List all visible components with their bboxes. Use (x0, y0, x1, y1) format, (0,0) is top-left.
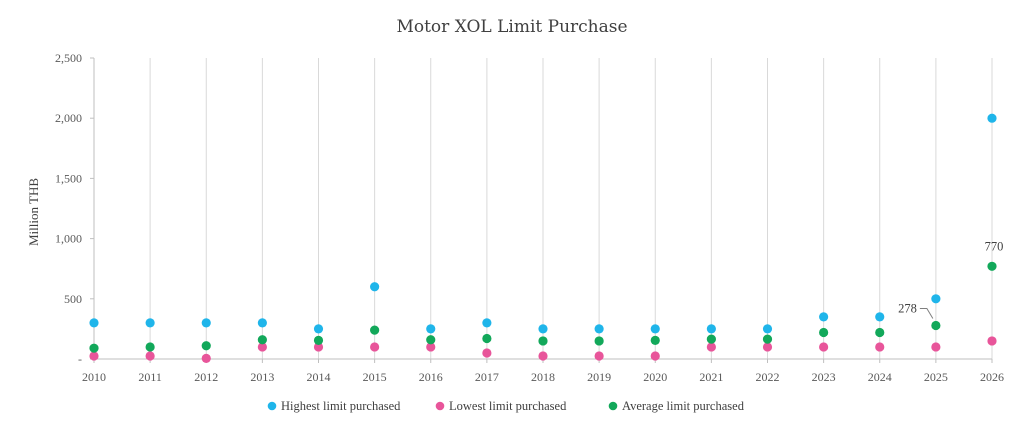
x-tick-label-2024: 2024 (868, 370, 892, 384)
highest-limit-purchased-point-2017 (482, 318, 492, 328)
highest-limit-purchased-point-2016 (426, 324, 436, 334)
y-tick-label-2500: 2,500 (55, 51, 82, 65)
legend-label-highest-limit-purchased: Highest limit purchased (281, 399, 401, 413)
lowest-limit-purchased-point-2022 (762, 342, 773, 352)
average-limit-purchased-point-2015 (370, 325, 380, 335)
average-limit-purchased-point-2017 (482, 333, 492, 344)
y-tick-label-2000: 2,000 (55, 111, 82, 125)
legend: Highest limit purchased Lowest limit purc… (267, 399, 745, 413)
average-limit-purchased-point-2012 (201, 341, 211, 351)
x-tick-label-2011: 2011 (138, 370, 162, 384)
x-tick-label-2014: 2014 (307, 370, 331, 384)
average-limit-purchased-point-2020 (650, 335, 660, 345)
lowest-limit-purchased-point-2026 (987, 336, 997, 346)
lowest-limit-purchased-point-2017 (482, 348, 492, 358)
highest-limit-purchased-point-2015 (370, 282, 380, 292)
lowest-limit-purchased-point-2023 (819, 342, 829, 352)
data-label-278: 278 (898, 302, 917, 316)
legend-marker-lowest-limit-purchased (435, 401, 445, 411)
average-limit-purchased-point-2024 (875, 327, 885, 338)
highest-limit-purchased-point-2012 (201, 318, 211, 328)
y-tick-labels: - 500 1,000 1,500 2,000 2,500 (55, 51, 82, 366)
axes (90, 57, 993, 363)
legend-marker-highest-limit-purchased (267, 401, 277, 411)
lowest-limit-purchased-point-2014 (313, 342, 324, 352)
lowest-limit-purchased-point-2025 (931, 342, 941, 352)
data-points (89, 113, 997, 363)
x-tick-label-2012: 2012 (194, 370, 218, 384)
lowest-limit-purchased-point-2013 (257, 342, 267, 352)
data-label-770: 770 (985, 239, 1004, 253)
x-tick-label-2010: 2010 (82, 370, 106, 384)
lowest-limit-purchased-point-2015 (370, 342, 380, 352)
grid-lines (93, 58, 993, 359)
y-tick-label-500: 500 (64, 292, 82, 306)
lowest-limit-purchased-point-2020 (650, 351, 660, 361)
highest-limit-purchased-point-2025 (931, 294, 941, 304)
average-limit-purchased-point-2019 (594, 336, 604, 346)
lowest-limit-purchased-point-2012 (201, 353, 211, 363)
highest-limit-purchased-point-2021 (706, 324, 716, 334)
average-limit-purchased-point-2023 (819, 327, 829, 338)
average-limit-purchased-point-2010 (89, 343, 99, 353)
y-axis-label: Million THB (26, 178, 41, 246)
highest-limit-purchased-point-2020 (650, 324, 660, 334)
lowest-limit-purchased-point-2024 (875, 342, 885, 352)
average-limit-purchased-point-2018 (538, 336, 548, 346)
highest-limit-purchased-point-2023 (819, 312, 829, 322)
highest-limit-purchased-point-2024 (875, 312, 885, 322)
legend-label-lowest-limit-purchased: Lowest limit purchased (449, 399, 567, 413)
average-limit-purchased-point-2026 (987, 261, 997, 271)
legend-item-lowest-limit-purchased: Lowest limit purchased (435, 399, 567, 413)
legend-item-highest-limit-purchased: Highest limit purchased (267, 399, 401, 413)
highest-limit-purchased-point-2019 (594, 324, 604, 334)
lowest-limit-purchased-point-2010 (89, 351, 99, 361)
average-limit-purchased-point-2025 (931, 320, 941, 331)
average-limit-purchased-point-2014 (313, 335, 324, 345)
legend-item-average-limit-purchased: Average limit purchased (608, 399, 745, 413)
highest-limit-purchased-point-2022 (762, 324, 773, 334)
y-tick-label-1500: 1,500 (55, 171, 82, 185)
lowest-limit-purchased-point-2021 (706, 342, 716, 352)
chart-title: Motor XOL Limit Purchase (396, 17, 627, 37)
average-limit-purchased-point-2022 (762, 334, 773, 344)
highest-limit-purchased-point-2011 (145, 318, 155, 328)
lowest-limit-purchased-point-2011 (145, 351, 155, 361)
x-tick-label-2020: 2020 (643, 370, 667, 384)
x-tick-label-2018: 2018 (531, 370, 555, 384)
average-limit-purchased-point-2013 (257, 335, 267, 345)
data-label-leader-278 (919, 308, 934, 319)
average-limit-purchased-point-2016 (426, 335, 436, 345)
data-labels: 278 770 (898, 239, 1004, 319)
y-tick-label-0: - (78, 352, 82, 366)
highest-limit-purchased-point-2014 (313, 324, 324, 334)
lowest-limit-purchased-point-2018 (538, 351, 548, 361)
legend-marker-average-limit-purchased (608, 401, 618, 411)
highest-limit-purchased-point-2026 (987, 113, 997, 123)
x-tick-labels: 2010 2011 2012 2013 2014 2015 2016 2017 2018 2019… (82, 370, 1004, 384)
lowest-limit-purchased-point-2016 (426, 342, 436, 352)
x-tick-label-2017: 2017 (475, 370, 499, 384)
x-tick-label-2013: 2013 (250, 370, 274, 384)
x-tick-label-2025: 2025 (924, 370, 948, 384)
x-tick-label-2019: 2019 (587, 370, 611, 384)
x-tick-label-2022: 2022 (756, 370, 780, 384)
highest-limit-purchased-point-2018 (538, 324, 548, 334)
x-tick-label-2016: 2016 (419, 370, 443, 384)
average-limit-purchased-point-2021 (706, 334, 716, 344)
legend-label-average-limit-purchased: Average limit purchased (622, 399, 745, 413)
x-tick-label-2026: 2026 (980, 370, 1004, 384)
average-limit-purchased-point-2011 (145, 342, 155, 352)
x-tick-label-2023: 2023 (812, 370, 836, 384)
x-tick-label-2015: 2015 (363, 370, 387, 384)
lowest-limit-purchased-point-2019 (594, 351, 604, 361)
x-tick-label-2021: 2021 (699, 370, 723, 384)
highest-limit-purchased-point-2013 (257, 318, 267, 328)
highest-limit-purchased-point-2010 (89, 318, 99, 328)
y-tick-label-1000: 1,000 (55, 232, 82, 246)
